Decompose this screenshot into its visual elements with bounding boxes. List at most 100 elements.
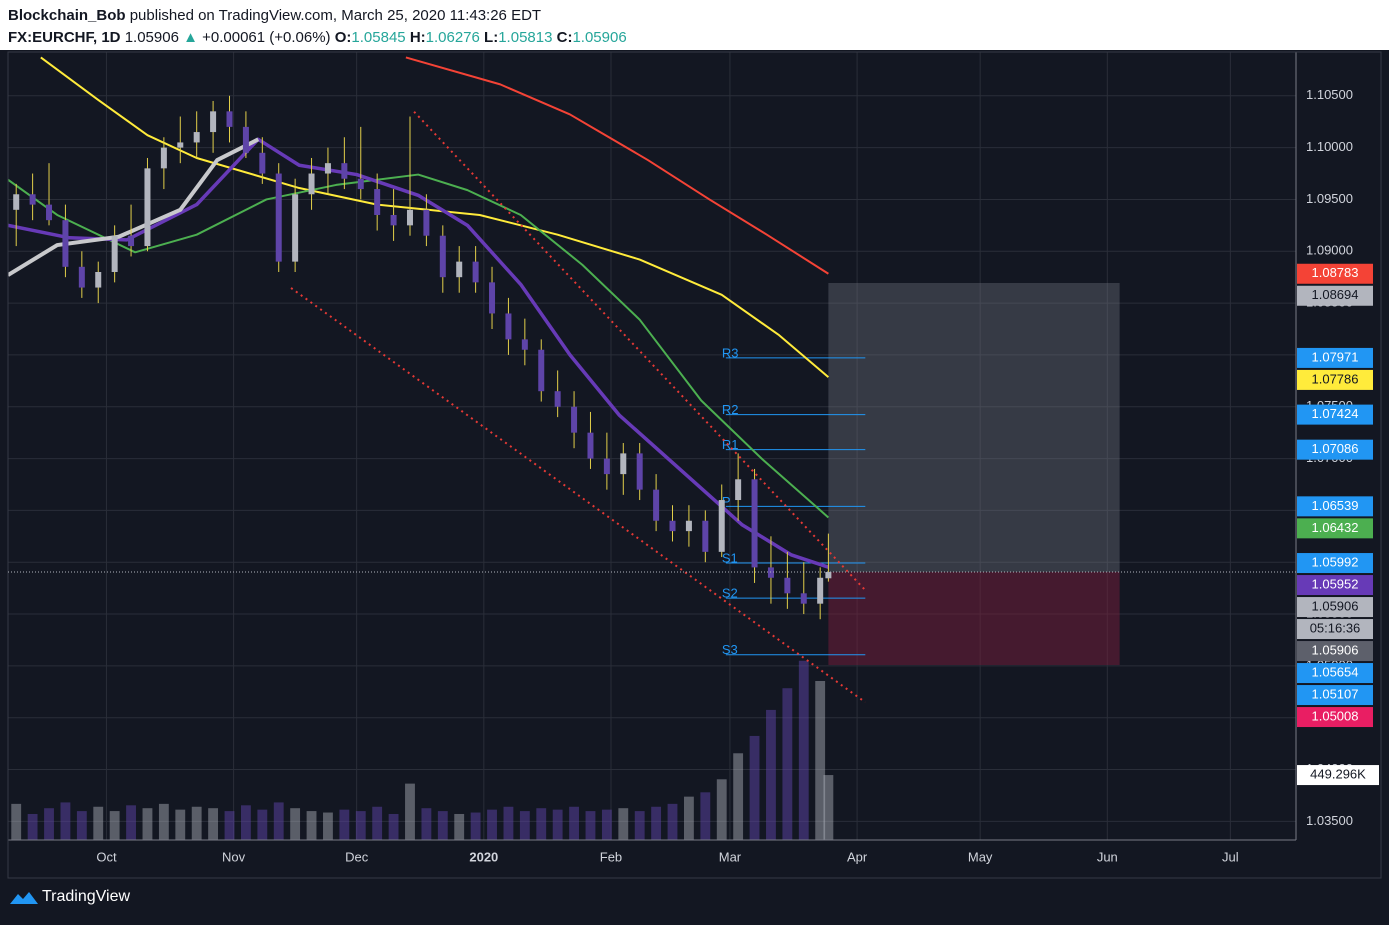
candle-body xyxy=(242,126,249,153)
volume-bar xyxy=(601,809,612,840)
x-tick-label: May xyxy=(968,849,993,864)
candle-body xyxy=(620,453,627,475)
pivot-label: R3 xyxy=(722,345,739,360)
candle-body xyxy=(817,577,824,604)
volume-bar xyxy=(175,809,186,840)
price-tag-label: 1.07786 xyxy=(1312,371,1359,386)
price-tag xyxy=(1297,518,1373,539)
candle-body xyxy=(259,152,266,174)
candle-body xyxy=(456,261,463,278)
volume-bar xyxy=(487,809,497,840)
candle-body xyxy=(406,209,413,226)
price-tag xyxy=(1297,439,1373,460)
change: +0.00061 (+0.06%) xyxy=(202,29,330,46)
volume-tag-label: 449.296K xyxy=(1310,766,1366,781)
last-price: 1.05906 xyxy=(125,29,179,46)
candle-body xyxy=(144,168,151,247)
logo-icon xyxy=(10,892,38,904)
price-tag-label: 1.05107 xyxy=(1312,686,1359,701)
price-tag xyxy=(1297,369,1373,390)
volume-bar xyxy=(388,813,399,840)
volume-bar xyxy=(585,811,596,840)
price-tag-label: 1.06539 xyxy=(1312,498,1359,513)
volume-tag xyxy=(1297,765,1379,786)
volume-bar xyxy=(503,806,514,840)
volume-bar xyxy=(766,709,776,840)
price-tag-label: 1.05906 xyxy=(1312,598,1359,613)
candle-body xyxy=(111,235,118,272)
volume-bar xyxy=(339,809,350,840)
candle-body xyxy=(292,194,299,262)
publish-line: Blockchain_Bob published on TradingView.… xyxy=(8,7,541,24)
price-tag-label: 1.06432 xyxy=(1312,520,1359,535)
price-tag-label: 1.07971 xyxy=(1312,349,1359,364)
volume-bar xyxy=(76,811,87,840)
trendline xyxy=(290,287,866,704)
price-tag xyxy=(1297,347,1373,368)
price-tag xyxy=(1297,641,1373,662)
volume-bar xyxy=(823,775,834,840)
price-tag-label: 1.05952 xyxy=(1312,576,1359,591)
volume-bar xyxy=(323,812,333,840)
c-label: C: xyxy=(557,29,573,46)
price-tag-label: 1.05906 xyxy=(1312,642,1359,657)
pivot-label: R1 xyxy=(722,437,739,452)
volume-bar xyxy=(355,811,366,840)
volume-bar xyxy=(618,808,629,840)
moving-average xyxy=(405,56,829,275)
price-tag xyxy=(1297,597,1373,618)
candle-body xyxy=(571,406,578,433)
candle-body xyxy=(587,432,594,459)
change-arrow: ▲ xyxy=(183,29,198,46)
volume-bar xyxy=(93,806,104,840)
position-stop-zone xyxy=(828,571,1120,666)
candle-body xyxy=(390,214,397,226)
candle-body xyxy=(784,577,791,594)
candle-body xyxy=(767,567,774,578)
plot: R3 R2 R1 P S1 S2 S3 xyxy=(8,52,1296,840)
candle-body xyxy=(62,220,69,267)
y-tick-label: 1.03500 xyxy=(1306,813,1353,828)
volume-bar xyxy=(126,805,136,840)
countdown-tag xyxy=(1297,619,1373,640)
volume-bar xyxy=(191,806,202,840)
logo[interactable]: TradingView xyxy=(10,888,130,905)
volume-bar xyxy=(11,803,22,840)
candle-body xyxy=(308,173,315,195)
volume-bar xyxy=(552,809,563,840)
price-tag xyxy=(1297,707,1373,728)
y-tick-label: 1.09500 xyxy=(1306,191,1353,206)
candle-body xyxy=(603,458,610,475)
price-tag-label: 1.05008 xyxy=(1312,708,1359,723)
candle-body xyxy=(472,261,479,283)
candle-body xyxy=(800,593,807,604)
trendline xyxy=(413,111,867,591)
volume-bar xyxy=(306,811,317,840)
price-tag xyxy=(1297,496,1373,517)
volume-bar xyxy=(700,792,711,840)
pivot-label: P xyxy=(722,494,731,509)
price-tag-label: 1.07086 xyxy=(1312,441,1359,456)
x-tick-label: Jun xyxy=(1097,849,1118,864)
volume-bar xyxy=(44,808,54,840)
volume-bar xyxy=(60,802,71,840)
volume-bar xyxy=(208,808,219,840)
volume-bar xyxy=(454,813,465,840)
candle-body xyxy=(505,313,512,340)
candle-body xyxy=(13,194,20,210)
candle-body xyxy=(341,163,348,179)
pivot-label: S1 xyxy=(722,550,738,565)
candle-body xyxy=(128,235,135,247)
volume-bar xyxy=(109,811,120,840)
header-bg xyxy=(0,0,1389,50)
pivot-label: S3 xyxy=(722,642,738,657)
volume-bar xyxy=(749,735,760,840)
moving-average xyxy=(8,173,830,519)
candle-body xyxy=(324,163,331,174)
candle-body xyxy=(439,235,446,278)
volume-bar xyxy=(224,811,235,840)
price-tag xyxy=(1297,285,1373,306)
price-tag-label: 1.07424 xyxy=(1312,406,1359,421)
